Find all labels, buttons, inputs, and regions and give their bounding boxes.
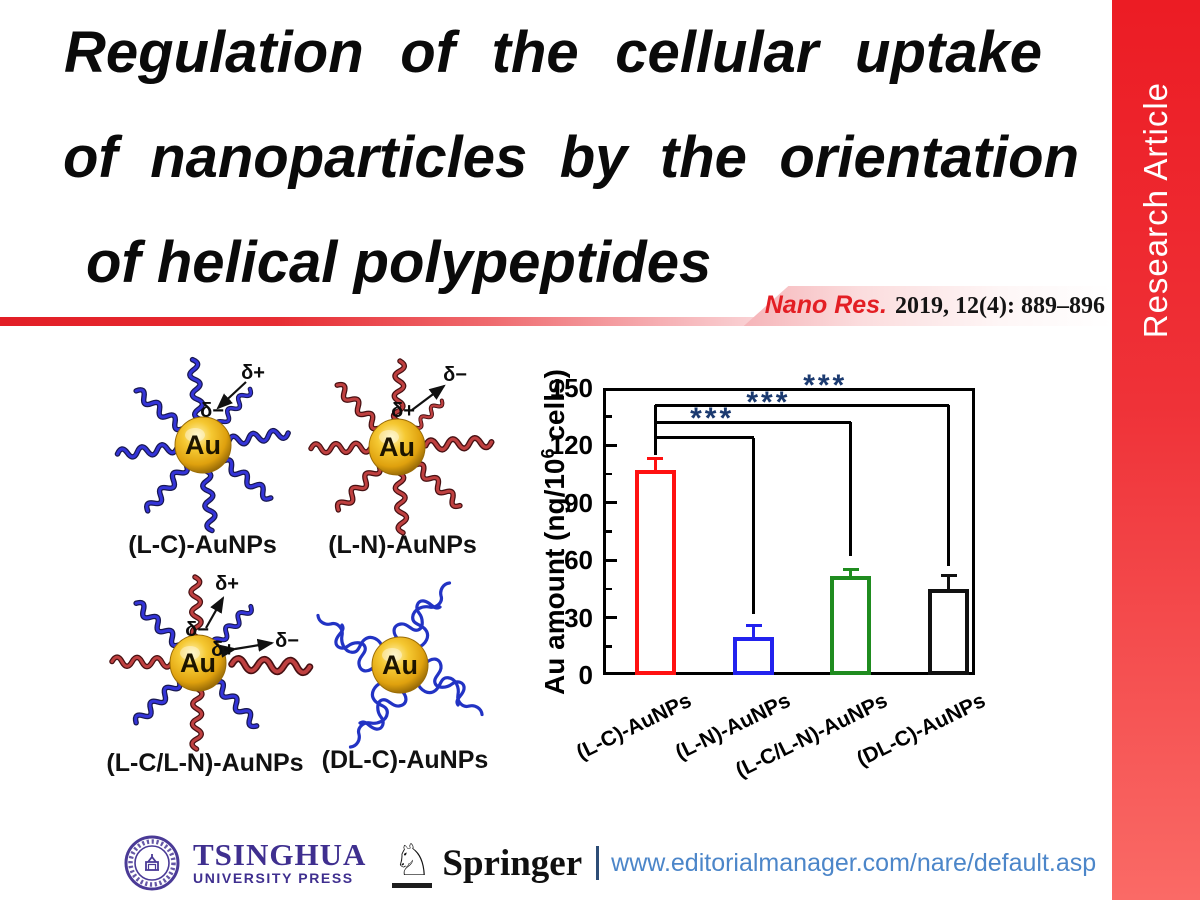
y-tick-label: 150: [549, 373, 593, 403]
y-minor-tick: [606, 472, 612, 476]
sig-line: [655, 436, 754, 440]
tsinghua-seal-icon: [124, 835, 180, 891]
tsinghua-name: TSINGHUA: [193, 837, 367, 872]
delta-plus-label: δ+: [391, 400, 415, 422]
gold-nanoparticle: [174, 416, 232, 474]
journal-name: Nano Res.: [764, 291, 888, 319]
gold-nanoparticle: [169, 634, 227, 692]
sig-drop: [947, 405, 950, 566]
sig-label: ***: [690, 401, 735, 435]
publisher-footer: TSINGHUA UNIVERSITY PRESS ♘ Springer www…: [123, 830, 1096, 896]
sig-drop: [752, 437, 755, 614]
y-tick-label: 0: [578, 660, 593, 690]
ln-aunps-caption: (L-N)-AuNPs: [328, 531, 477, 559]
article-title-line-3: of helical polypeptides: [86, 230, 712, 295]
y-tick-label: 120: [549, 430, 593, 461]
sig-line: [655, 403, 949, 407]
separator-bar-icon: [596, 846, 600, 880]
y-tick: [606, 558, 617, 562]
dlc-aunps-caption: (DL-C)-AuNPs: [321, 746, 489, 774]
sig-drop: [849, 422, 852, 557]
y-tick-label: 30: [564, 602, 593, 633]
error-bar-stem: [752, 625, 755, 637]
dipole-arrow-right: [219, 638, 275, 658]
error-bar-stem: [849, 569, 852, 576]
sig-label: ***: [746, 386, 791, 420]
lcln-aunps-caption: (L-C/L-N)-AuNPs: [106, 749, 304, 777]
springer-wordmark: Springer: [442, 842, 583, 884]
error-bar-cap: [647, 457, 663, 461]
gold-nanoparticle: [368, 418, 426, 476]
error-bar-stem: [653, 458, 657, 471]
delta-minus-label: δ−: [200, 400, 224, 422]
article-title-line-1: Regulation of the cellular uptake: [64, 20, 1042, 85]
schematic-dlc-aunps: Au (DL-C)-AuNPs: [300, 575, 510, 773]
sig-stem: [653, 405, 657, 455]
y-minor-tick: [606, 587, 612, 591]
dlc-aunps-figure: Au: [313, 578, 487, 752]
error-bar-cap: [940, 574, 957, 577]
y-tick-label: 90: [564, 487, 593, 518]
y-minor-tick: [606, 645, 612, 648]
sig-line: [655, 420, 851, 424]
ln-aunps-figure: Au δ+ δ−: [295, 355, 510, 530]
delta-minus-outer-label: δ−: [275, 630, 299, 652]
delta-plus-label: δ+: [241, 362, 265, 384]
y-axis-title: Au amount (ng/106 cells): [538, 368, 570, 695]
error-bar-cap: [842, 568, 859, 572]
bar-chart: 0 30 60 90 120 150 *** *** *** (L-C)-AuNPs (L-N)-A…: [537, 368, 1007, 808]
article-type-banner-textwrap: Research Article: [1112, 55, 1200, 365]
tsinghua-press-wordmark: TSINGHUA UNIVERSITY PRESS: [193, 837, 367, 886]
delta-plus-outer-label: δ+: [215, 573, 239, 595]
au-core-label: Au: [382, 650, 418, 680]
y-minor-tick: [606, 530, 612, 533]
y-tick: [606, 616, 617, 620]
y-tick: [606, 501, 617, 505]
article-title-line-2: of nanoparticles by the orientation: [63, 125, 1079, 190]
bar: [733, 636, 774, 675]
article-type-banner: Research Article: [1112, 0, 1200, 900]
citation-reference: 2019, 12(4): 889–896: [895, 293, 1105, 319]
gold-nanoparticle: [371, 636, 429, 694]
dipole-arrow: [216, 381, 247, 410]
y-minor-tick: [606, 415, 612, 418]
delta-minus-label: δ−: [443, 364, 467, 386]
schematic-ln-aunps: Au δ+ δ− (L-N)-AuNPs: [295, 355, 510, 558]
sphere-highlight: [379, 430, 399, 444]
citation: Nano Res. 2019, 12(4): 889–896: [740, 290, 1105, 320]
red-accent-stripe: [0, 317, 790, 326]
error-bar-stem: [947, 575, 950, 589]
delta-plus-inner-label: δ+: [211, 639, 235, 661]
y-tick-label: 60: [564, 545, 593, 576]
bar: [928, 588, 969, 675]
dipole-arrow-top: [205, 596, 225, 629]
lc-aunps-caption: (L-C)-AuNPs: [128, 531, 277, 559]
lc-aunps-figure: Au δ+ δ−: [85, 355, 320, 530]
au-core-label: Au: [185, 430, 221, 460]
tsinghua-subtitle: UNIVERSITY PRESS: [193, 870, 354, 886]
error-bar-cap: [745, 623, 762, 627]
dipole-arrow: [411, 384, 446, 411]
sig-label: ***: [803, 369, 848, 403]
springer-knight-icon: ♘: [392, 834, 433, 888]
au-core-label: Au: [180, 648, 216, 678]
bar: [634, 470, 676, 675]
plot-frame: [603, 388, 975, 675]
y-tick: [606, 443, 617, 447]
article-type-label: Research Article: [1137, 81, 1174, 339]
sphere-highlight: [185, 428, 205, 442]
sphere-highlight: [180, 646, 200, 660]
bar: [830, 575, 871, 675]
schematic-lcln-aunps: Au δ+ δ− δ+ δ− (L-C/L-N)-AuNPs: [75, 568, 335, 776]
schematic-lc-aunps: Au δ+ δ− (L-C)-AuNPs: [85, 355, 320, 558]
lcln-aunps-figure: Au δ+ δ− δ+ δ−: [75, 573, 335, 748]
delta-minus-inner-label: δ−: [185, 619, 209, 641]
sphere-highlight: [382, 648, 402, 662]
au-core-label: Au: [379, 432, 415, 462]
citation-ribbon: [743, 286, 1112, 326]
editorial-manager-link[interactable]: www.editorialmanager.com/nare/default.as…: [611, 848, 1097, 877]
